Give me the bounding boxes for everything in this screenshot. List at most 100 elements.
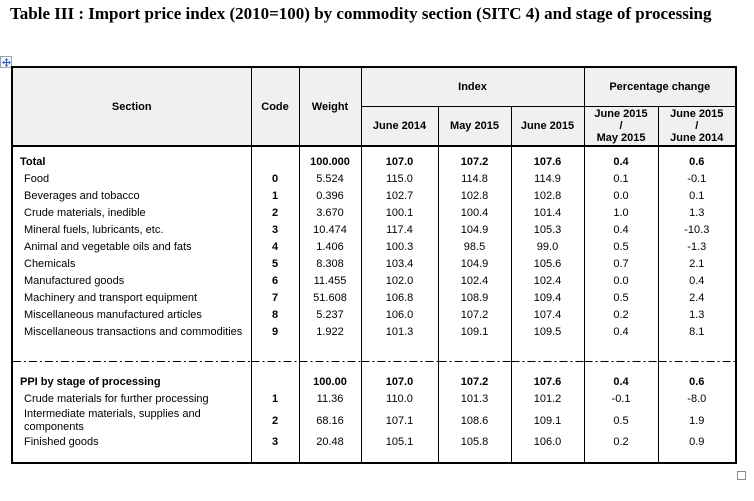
spacer-row-cell <box>437 366 512 374</box>
cell-jun2015: 105.3 <box>510 222 585 239</box>
cell-may2015: 104.9 <box>437 222 512 239</box>
cell-chg_yoy: -8.0 <box>657 391 737 408</box>
table-row: Beverages and tobacco 1 0.396 102.7 102.8 102… <box>11 188 737 205</box>
cell-weight: 3.670 <box>298 205 362 222</box>
col-header-may-2015: May 2015 <box>437 106 512 147</box>
cell-jun2015: 102.8 <box>510 188 585 205</box>
cell-chg_yoy: 0.9 <box>657 434 737 451</box>
cell-code: 2 <box>250 205 300 222</box>
cell-jun2015: 109.5 <box>510 324 585 341</box>
cell-weight: 11.455 <box>298 273 362 290</box>
cell-jun2015: 101.4 <box>510 205 585 222</box>
cell-jun2015: 106.0 <box>510 434 585 451</box>
cell-code: 3 <box>250 222 300 239</box>
page-title: Table III : Import price index (2010=100… <box>10 4 712 23</box>
cell-may2015: 107.2 <box>437 374 512 391</box>
cell-chg_mom: 0.5 <box>583 408 659 434</box>
section-divider-cell <box>250 357 300 366</box>
section-divider-cell <box>583 357 659 366</box>
cell-weight: 100.00 <box>298 374 362 391</box>
spacer-row-cell <box>583 146 659 154</box>
cell-weight: 100.000 <box>298 154 362 171</box>
spacer-row-cell <box>510 366 585 374</box>
spacer-row <box>11 146 737 154</box>
table-row: Total 100.000 107.0 107.2 107.6 0.4 0.6 <box>11 154 737 171</box>
cell-section: Miscellaneous manufactured articles <box>11 307 252 324</box>
table-move-handle[interactable] <box>0 56 12 68</box>
table-row: Crude materials, inedible 2 3.670 100.1 100.… <box>11 205 737 222</box>
cell-jun2014: 106.8 <box>360 290 439 307</box>
col-header-section: Section <box>11 66 252 147</box>
cell-chg_mom: -0.1 <box>583 391 659 408</box>
cell-jun2015: 109.1 <box>510 408 585 434</box>
cell-weight: 20.48 <box>298 434 362 451</box>
cell-chg_yoy: 8.1 <box>657 324 737 341</box>
cell-chg_mom: 0.2 <box>583 307 659 324</box>
cell-jun2014: 106.0 <box>360 307 439 324</box>
cell-code: 9 <box>250 324 300 341</box>
cell-section: Animal and vegetable oils and fats <box>11 239 252 256</box>
spacer-row-cell <box>657 366 737 374</box>
col-header-code: Code <box>250 66 300 147</box>
spacer-row-cell <box>11 146 252 154</box>
cell-chg_yoy: 2.4 <box>657 290 737 307</box>
spacer-row-cell <box>11 366 252 374</box>
table-body: Total 100.000 107.0 107.2 107.6 0.4 0.6 Food 0 5.… <box>11 146 737 463</box>
col-group-index: Index <box>360 66 585 107</box>
cell-section: Crude materials for further processing <box>11 391 252 408</box>
spacer-row-cell <box>250 341 300 357</box>
cell-may2015: 108.9 <box>437 290 512 307</box>
spacer-row-cell <box>510 451 585 463</box>
cell-chg_yoy: 0.4 <box>657 273 737 290</box>
spacer-row-cell <box>437 451 512 463</box>
cell-section: Beverages and tobacco <box>11 188 252 205</box>
pct-header-line: May 2015 <box>596 132 646 144</box>
spacer-row-cell <box>437 146 512 154</box>
cell-chg_yoy: 0.6 <box>657 374 737 391</box>
section-divider <box>11 357 737 366</box>
spacer-row-cell <box>11 341 252 357</box>
pct-header-line: / <box>695 120 699 132</box>
cell-chg_mom: 0.5 <box>583 290 659 307</box>
cell-jun2014: 107.0 <box>360 154 439 171</box>
spacer-row-cell <box>583 366 659 374</box>
cell-may2015: 102.8 <box>437 188 512 205</box>
cell-jun2015: 102.4 <box>510 273 585 290</box>
cell-may2015: 114.8 <box>437 171 512 188</box>
cell-section: Chemicals <box>11 256 252 273</box>
cell-chg_mom: 0.5 <box>583 239 659 256</box>
cell-may2015: 108.6 <box>437 408 512 434</box>
cell-chg_yoy: 1.3 <box>657 307 737 324</box>
cell-chg_mom: 1.0 <box>583 205 659 222</box>
cell-jun2014: 100.3 <box>360 239 439 256</box>
table-resize-handle[interactable] <box>737 471 746 480</box>
cell-chg_mom: 0.4 <box>583 374 659 391</box>
cell-chg_mom: 0.0 <box>583 188 659 205</box>
move-cross-icon <box>1 57 11 67</box>
cell-chg_mom: 0.4 <box>583 324 659 341</box>
table-row: Machinery and transport equipment 7 51.608… <box>11 290 737 307</box>
cell-section: Mineral fuels, lubricants, etc. <box>11 222 252 239</box>
cell-chg_yoy: -0.1 <box>657 171 737 188</box>
spacer-row-cell <box>360 341 439 357</box>
cell-code: 1 <box>250 188 300 205</box>
import-price-index-table: Section Code Weight Index Percentage cha… <box>11 66 738 464</box>
spacer-row <box>11 451 737 463</box>
cell-section: Manufactured goods <box>11 273 252 290</box>
cell-may2015: 104.9 <box>437 256 512 273</box>
spacer-row-cell <box>583 341 659 357</box>
spacer-row-cell <box>360 146 439 154</box>
spacer-row-cell <box>360 366 439 374</box>
spacer-row-cell <box>250 366 300 374</box>
cell-may2015: 101.3 <box>437 391 512 408</box>
spacer-row-cell <box>298 366 362 374</box>
spacer-row-cell <box>298 341 362 357</box>
table-row: Mineral fuels, lubricants, etc. 3 10.474 11… <box>11 222 737 239</box>
table-row: Crude materials for further processing 1 1… <box>11 391 737 408</box>
spacer-row-cell <box>298 451 362 463</box>
cell-chg_yoy: 0.1 <box>657 188 737 205</box>
cell-code: 1 <box>250 391 300 408</box>
cell-chg_mom: 0.0 <box>583 273 659 290</box>
spacer-row-cell <box>250 451 300 463</box>
cell-weight: 0.396 <box>298 188 362 205</box>
